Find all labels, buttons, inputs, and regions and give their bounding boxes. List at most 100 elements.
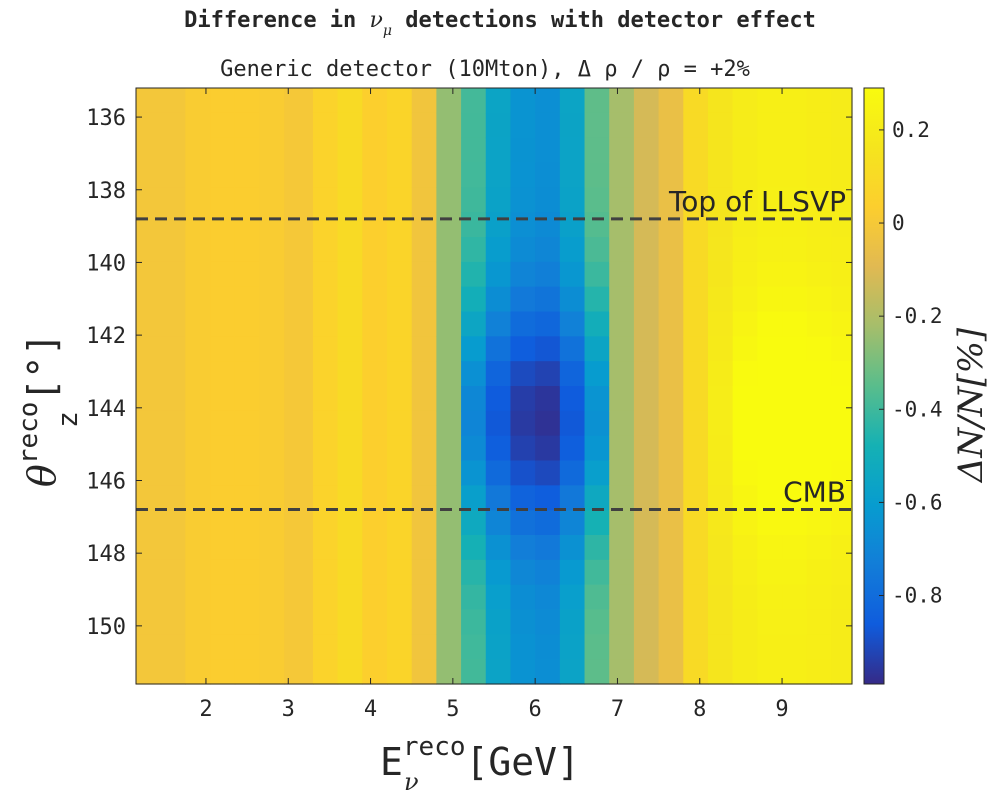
heatmap-cell [831,137,853,164]
x-tick-label: 5 [446,697,459,722]
heatmap-cell [658,410,684,437]
heatmap-cell [658,460,684,486]
heatmap-cell [411,112,437,139]
heatmap-cell [485,311,512,337]
heatmap-cell [259,212,285,238]
heatmap-cell [461,237,487,263]
heatmap-cell [510,261,536,288]
svg-text:θreco[°]: θreco[°] [14,333,64,487]
heatmap-cell [337,659,363,685]
heatmap-cell [485,162,512,188]
heatmap-cell [411,286,437,313]
heatmap-cell [806,88,833,114]
heatmap-cell [411,485,437,511]
heatmap-cell [609,286,635,313]
heatmap-cell [584,112,610,139]
heatmap-cell [461,88,487,114]
heatmap-cell [210,485,236,511]
heatmap-cell [362,485,388,511]
heatmap-cell [185,336,211,362]
heatmap-cell [609,311,635,337]
heatmap-cell [559,510,586,536]
heatmap-cell [485,137,512,164]
heatmap-cell [559,286,586,313]
heatmap-cell [707,261,734,288]
heatmap-cell [732,137,758,164]
heatmap-cell [160,286,186,313]
heatmap-cell [510,485,536,511]
heatmap-cell [831,187,853,213]
heatmap-cell [411,659,437,685]
heatmap-cell [160,212,186,238]
heatmap-cells [136,88,853,685]
heatmap-cell [387,410,413,437]
heatmap-cell [584,485,610,511]
heatmap-cell [732,361,758,387]
heatmap-cell [362,88,388,114]
heatmap-cell [633,187,660,213]
heatmap-cell [535,137,561,164]
heatmap-cell [535,659,561,685]
heatmap-cell [732,510,758,536]
heatmap-cell [831,410,853,437]
heatmap-cell [210,584,236,611]
heatmap-cell [757,361,783,387]
heatmap-cell [259,386,285,412]
heatmap-cell [535,435,561,462]
heatmap-cell [658,634,684,660]
heatmap-cell [485,361,512,387]
heatmap-cell [210,311,236,337]
heatmap-cell [535,559,561,586]
heatmap-cell [485,187,512,213]
heatmap-cell [683,137,709,164]
heatmap-cell [757,162,783,188]
heatmap-cell [658,659,684,685]
heatmap-cell [210,187,236,213]
heatmap-cell [831,460,853,486]
heatmap-cell [461,261,487,288]
heatmap-cell [609,137,635,164]
x-tick-label: 8 [693,697,706,722]
heatmap-cell [411,435,437,462]
heatmap-cell [535,212,561,238]
heatmap-cell [510,584,536,611]
heatmap-cell [259,237,285,263]
heatmap-cell [732,88,758,114]
heatmap-cell [683,311,709,337]
heatmap-cell [160,88,186,114]
heatmap-cell [559,112,586,139]
heatmap-cell [284,112,314,139]
heatmap-cell [185,212,211,238]
heatmap-cell [609,187,635,213]
heatmap-cell [362,460,388,486]
heatmap-cell [461,559,487,586]
heatmap-cell [584,88,610,114]
heatmap-cell [461,386,487,412]
heatmap-cell [136,237,162,263]
heatmap-cell [259,137,285,164]
heatmap-cell [284,137,314,164]
heatmap-cell [337,510,363,536]
heatmap-cell [362,634,388,660]
heatmap-cell [362,261,388,288]
reference-line-label: Top of LLSVP [668,185,846,218]
heatmap-cell [485,237,512,263]
heatmap-cell [782,634,808,660]
heatmap-cell [806,137,833,164]
heatmap-cell [485,88,512,114]
heatmap-cell [782,659,808,685]
y-axis-label-subscript: z [51,411,84,428]
heatmap-cell [136,510,162,536]
heatmap-cell [387,336,413,362]
y-axis-label: θreco[°] z [14,333,84,487]
heatmap-cell [411,162,437,188]
heatmap-cell [633,361,660,387]
heatmap-cell [136,336,162,362]
heatmap-cell [683,162,709,188]
heatmap-cell [210,237,236,263]
heatmap-cell [806,485,833,511]
heatmap-cell [284,187,314,213]
heatmap-cell [436,460,462,486]
heatmap-cell [210,535,236,561]
